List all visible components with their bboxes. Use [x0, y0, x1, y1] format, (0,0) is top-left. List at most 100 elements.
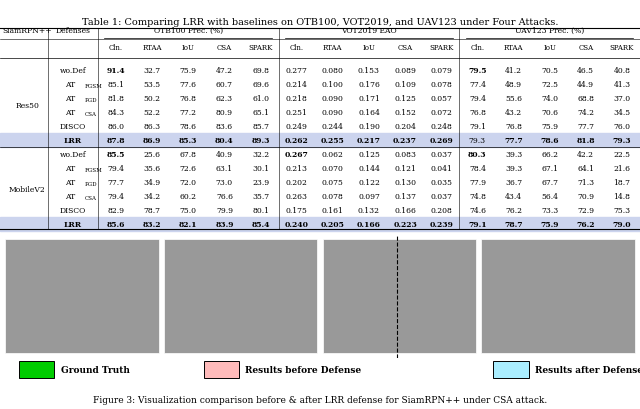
- Text: 82.1: 82.1: [179, 220, 198, 228]
- Text: CSA: CSA: [84, 196, 97, 200]
- Text: 0.144: 0.144: [358, 164, 380, 172]
- Text: 0.083: 0.083: [394, 151, 416, 158]
- Text: 0.269: 0.269: [429, 137, 453, 144]
- Text: 0.078: 0.078: [430, 81, 452, 88]
- Text: 72.6: 72.6: [180, 164, 196, 172]
- Text: Res50: Res50: [15, 101, 39, 110]
- Text: 0.072: 0.072: [430, 108, 452, 117]
- Text: AT: AT: [65, 94, 75, 102]
- Text: 72.9: 72.9: [577, 207, 595, 214]
- Text: 0.190: 0.190: [358, 122, 380, 130]
- Bar: [481, 240, 635, 353]
- Text: 86.0: 86.0: [108, 122, 125, 130]
- Text: 77.7: 77.7: [504, 137, 523, 144]
- Text: Results after Defense: Results after Defense: [535, 364, 640, 373]
- Text: 61.0: 61.0: [252, 94, 269, 102]
- Text: 40.8: 40.8: [613, 67, 630, 74]
- Text: 85.6: 85.6: [107, 220, 125, 228]
- Text: CSA: CSA: [217, 44, 232, 52]
- Text: 66.2: 66.2: [541, 151, 558, 158]
- Text: 44.9: 44.9: [577, 81, 595, 88]
- Text: 70.9: 70.9: [577, 192, 595, 200]
- Text: PGD: PGD: [84, 97, 97, 103]
- Bar: [204, 361, 239, 378]
- Text: 0.070: 0.070: [322, 164, 344, 172]
- Text: 76.0: 76.0: [613, 122, 630, 130]
- Text: 0.078: 0.078: [322, 192, 344, 200]
- Text: 0.248: 0.248: [430, 122, 452, 130]
- Text: RTAA: RTAA: [504, 44, 524, 52]
- Text: 83.9: 83.9: [215, 220, 234, 228]
- Text: 18.7: 18.7: [613, 178, 630, 187]
- Text: 0.089: 0.089: [394, 67, 416, 74]
- Bar: [323, 240, 476, 353]
- Text: 86.3: 86.3: [143, 122, 161, 130]
- Text: 75.3: 75.3: [613, 207, 630, 214]
- Text: 42.2: 42.2: [577, 151, 595, 158]
- Text: 0.121: 0.121: [394, 164, 416, 172]
- Text: 0.075: 0.075: [322, 178, 344, 187]
- Bar: [0, 217, 640, 231]
- Text: 0.240: 0.240: [285, 220, 308, 228]
- Text: SPARK: SPARK: [429, 44, 453, 52]
- Text: 0.255: 0.255: [321, 137, 345, 144]
- Text: 78.6: 78.6: [180, 122, 196, 130]
- Text: 0.223: 0.223: [393, 220, 417, 228]
- Text: Figure 3: Visualization comparison before & after LRR defense for SiamRPN++ unde: Figure 3: Visualization comparison befor…: [93, 395, 547, 404]
- Text: Defenses: Defenses: [56, 27, 90, 35]
- Text: 91.4: 91.4: [107, 67, 125, 74]
- Text: 36.7: 36.7: [505, 178, 522, 187]
- Text: 76.2: 76.2: [505, 207, 522, 214]
- Text: FGSM: FGSM: [84, 83, 102, 88]
- Text: 0.090: 0.090: [322, 94, 344, 102]
- Text: CSA: CSA: [578, 44, 593, 52]
- Text: 83.2: 83.2: [143, 220, 161, 228]
- Text: AT: AT: [65, 192, 75, 200]
- Text: 0.244: 0.244: [322, 122, 344, 130]
- Text: 76.6: 76.6: [216, 192, 233, 200]
- Text: 0.137: 0.137: [394, 192, 416, 200]
- Text: 37.0: 37.0: [613, 94, 630, 102]
- Text: 60.7: 60.7: [216, 81, 233, 88]
- Text: 0.080: 0.080: [322, 67, 344, 74]
- Text: 0.176: 0.176: [358, 81, 380, 88]
- Text: 0.161: 0.161: [322, 207, 344, 214]
- Text: 32.2: 32.2: [252, 151, 269, 158]
- Text: 79.1: 79.1: [469, 122, 486, 130]
- Text: 40.9: 40.9: [216, 151, 233, 158]
- Text: IoU: IoU: [182, 44, 195, 52]
- Text: Cln.: Cln.: [470, 44, 484, 52]
- Text: CSA: CSA: [397, 44, 413, 52]
- Text: 34.5: 34.5: [613, 108, 630, 117]
- Text: 77.7: 77.7: [108, 178, 125, 187]
- Text: 0.277: 0.277: [285, 67, 308, 74]
- Text: 79.4: 79.4: [108, 192, 125, 200]
- Text: 75.0: 75.0: [180, 207, 196, 214]
- Text: 79.3: 79.3: [612, 137, 631, 144]
- Text: 50.2: 50.2: [143, 94, 161, 102]
- Text: wo.Def: wo.Def: [60, 67, 86, 74]
- Text: IoU: IoU: [362, 44, 376, 52]
- Text: PGD: PGD: [84, 182, 97, 187]
- Text: 75.9: 75.9: [540, 220, 559, 228]
- Text: 77.4: 77.4: [469, 81, 486, 88]
- Text: 79.9: 79.9: [216, 207, 233, 214]
- Text: 70.6: 70.6: [541, 108, 558, 117]
- Text: 0.164: 0.164: [358, 108, 380, 117]
- Text: 85.7: 85.7: [252, 122, 269, 130]
- Text: 0.204: 0.204: [394, 122, 416, 130]
- Text: 46.5: 46.5: [577, 67, 595, 74]
- Text: 0.171: 0.171: [358, 94, 380, 102]
- Text: 76.8: 76.8: [180, 94, 196, 102]
- Text: 79.4: 79.4: [108, 164, 125, 172]
- Text: 69.6: 69.6: [252, 81, 269, 88]
- Text: 43.4: 43.4: [505, 192, 522, 200]
- Text: FGSM: FGSM: [84, 167, 102, 173]
- Text: 79.4: 79.4: [469, 94, 486, 102]
- Text: 74.0: 74.0: [541, 94, 558, 102]
- Text: 47.2: 47.2: [216, 67, 233, 74]
- Text: 0.097: 0.097: [358, 192, 380, 200]
- Text: 77.2: 77.2: [180, 108, 196, 117]
- Text: 67.1: 67.1: [541, 164, 558, 172]
- Text: 43.2: 43.2: [505, 108, 522, 117]
